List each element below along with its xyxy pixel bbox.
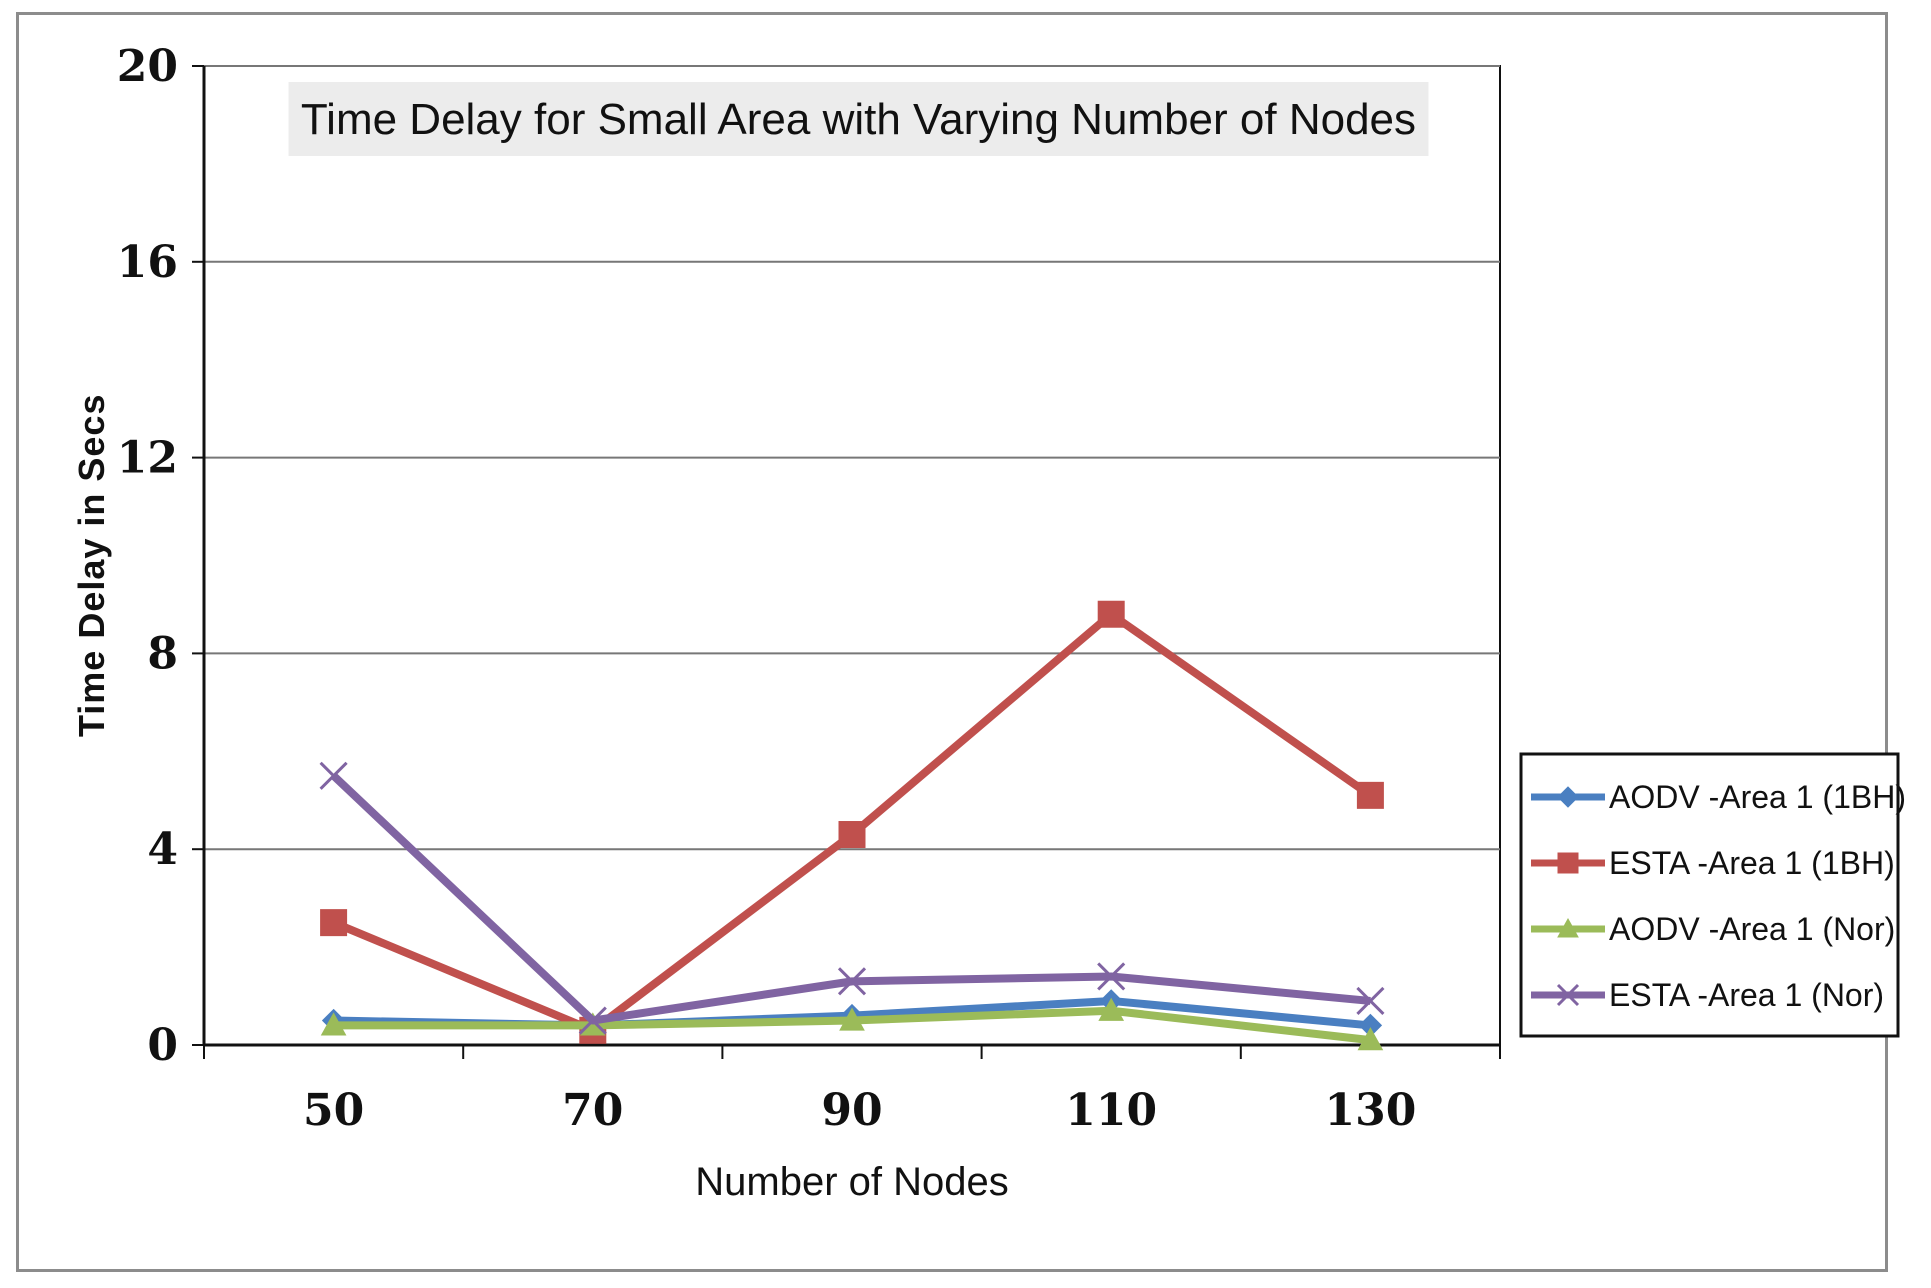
legend-label: AODV -Area 1 (Nor)	[1609, 911, 1895, 947]
square-marker	[1356, 781, 1384, 809]
triangle-marker	[320, 1012, 347, 1036]
legend-label: ESTA -Area 1 (Nor)	[1609, 977, 1884, 1013]
x-tick-label: 130	[1324, 1085, 1416, 1136]
x-tick-label: 70	[562, 1085, 623, 1136]
legend-item: ESTA -Area 1 (1BH)	[1531, 845, 1895, 881]
triangle-marker	[1557, 917, 1579, 938]
x-tick-labels: 50 70 90 110 130	[303, 1085, 1416, 1136]
y-tick-label: 4	[147, 824, 178, 875]
y-tick-labels: 0 4 8 12 16 20	[117, 41, 178, 1071]
y-tick-label: 0	[147, 1020, 178, 1071]
axes	[202, 66, 1501, 1059]
square-marker	[838, 821, 866, 849]
square-marker	[1557, 852, 1579, 874]
plot-area	[203, 65, 1501, 1046]
x-tick-label: 110	[1065, 1085, 1157, 1136]
gridlines	[192, 65, 1500, 1046]
legend-item: ESTA -Area 1 (Nor)	[1531, 977, 1884, 1013]
legend-label: ESTA -Area 1 (1BH)	[1609, 845, 1895, 881]
x-marker-stroke	[578, 1006, 607, 1035]
triangle-marker	[1098, 997, 1125, 1021]
legend-item: AODV -Area 1 (Nor)	[1531, 911, 1895, 947]
legend-box	[1519, 752, 1900, 1038]
y-tick-label: 16	[117, 237, 178, 288]
legend-label: AODV -Area 1 (1BH)	[1609, 779, 1906, 815]
square-marker	[320, 909, 348, 937]
chart-title: Time Delay for Small Area with Varying N…	[301, 95, 1416, 144]
series-layer	[319, 600, 1385, 1051]
chart-title-background	[288, 82, 1429, 156]
x-marker-stroke	[1556, 983, 1580, 1007]
x-marker-stroke	[837, 967, 867, 996]
x-tick-label: 50	[303, 1085, 364, 1136]
series-aodv-area-1-nor	[320, 997, 1384, 1051]
x-marker-stroke	[1097, 962, 1126, 991]
x-tick-label: 90	[821, 1085, 882, 1136]
triangle-marker	[839, 1007, 865, 1031]
y-tick-label: 20	[117, 41, 178, 92]
y-tick-label: 12	[117, 433, 178, 484]
square-marker	[1097, 600, 1125, 628]
legend-item: AODV -Area 1 (1BH)	[1531, 779, 1906, 815]
legend: AODV -Area 1 (1BH) ESTA -Area 1 (1BH) AODV…	[1519, 752, 1906, 1038]
y-axis-title: Time Delay in Secs	[71, 394, 112, 738]
triangle-marker	[1357, 1027, 1384, 1051]
x-axis-title: Number of Nodes	[695, 1160, 1008, 1204]
x-marker-stroke	[1356, 986, 1385, 1016]
series-esta-area-1-nor	[319, 761, 1385, 1035]
y-tick-label: 8	[147, 628, 178, 679]
diamond-marker	[1557, 786, 1579, 808]
x-marker-stroke	[319, 761, 348, 790]
